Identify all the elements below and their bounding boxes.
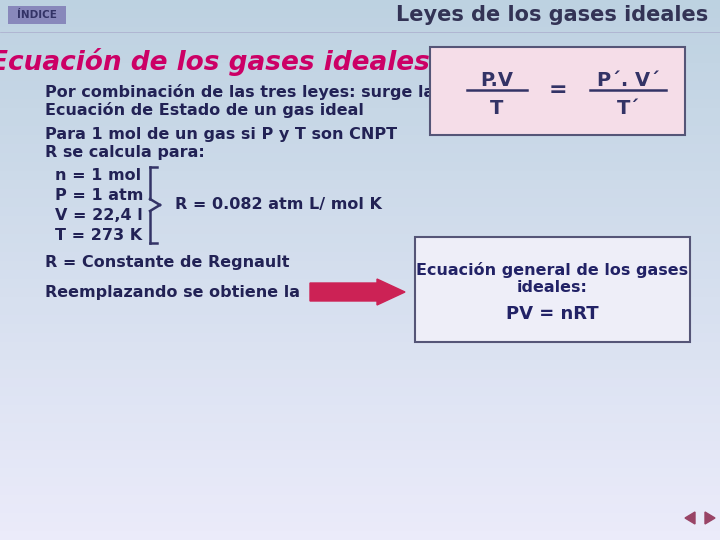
Bar (0, 441, 720, 450)
Text: Ecuación de los gases ideales: Ecuación de los gases ideales (0, 48, 430, 76)
Bar (0, 261, 720, 270)
Text: ideales:: ideales: (517, 280, 588, 295)
Bar (0, 423, 720, 432)
Text: R se calcula para:: R se calcula para: (45, 145, 204, 160)
Bar (0, 180, 720, 189)
Text: Leyes de los gases ideales: Leyes de los gases ideales (396, 5, 708, 25)
Bar (0, 18, 720, 27)
Bar (0, 72, 720, 81)
Bar (0, 171, 720, 180)
FancyBboxPatch shape (430, 47, 685, 135)
Bar (0, 252, 720, 261)
Bar (0, 288, 720, 297)
Bar (0, 324, 720, 333)
Bar (0, 243, 720, 252)
Polygon shape (705, 512, 715, 524)
Bar (0, 351, 720, 360)
Bar (0, 189, 720, 198)
Bar (0, 522, 720, 531)
Bar (0, 360, 720, 369)
Bar (0, 405, 720, 414)
Bar (0, 117, 720, 126)
Bar (0, 234, 720, 243)
Bar (0, 225, 720, 234)
Text: P.V: P.V (480, 71, 513, 90)
Bar (0, 333, 720, 342)
Bar (0, 369, 720, 378)
Bar (0, 126, 720, 135)
Bar (0, 216, 720, 225)
Bar (0, 90, 720, 99)
Bar (0, 513, 720, 522)
Text: Para 1 mol de un gas si P y T son CNPT: Para 1 mol de un gas si P y T son CNPT (45, 127, 397, 143)
Bar (0, 531, 720, 540)
Text: Ecuación general de los gases: Ecuación general de los gases (416, 262, 688, 278)
Bar (0, 153, 720, 162)
Bar (0, 414, 720, 423)
Bar (0, 144, 720, 153)
Bar (0, 162, 720, 171)
Bar (0, 387, 720, 396)
Bar (0, 306, 720, 315)
Text: Por combinación de las tres leyes: surge la: Por combinación de las tres leyes: surge… (45, 84, 434, 100)
Bar (0, 297, 720, 306)
Bar (0, 54, 720, 63)
Bar (0, 396, 720, 405)
Bar (0, 378, 720, 387)
Bar (0, 495, 720, 504)
FancyArrow shape (310, 279, 405, 305)
Polygon shape (685, 512, 695, 524)
Text: R = Constante de Regnault: R = Constante de Regnault (45, 254, 289, 269)
Bar (0, 27, 720, 36)
Bar (0, 315, 720, 324)
Bar (0, 0, 720, 9)
FancyBboxPatch shape (8, 6, 66, 24)
Bar (0, 486, 720, 495)
Bar (0, 468, 720, 477)
Text: R = 0.082 atm L/ mol K: R = 0.082 atm L/ mol K (175, 198, 382, 213)
Text: V = 22,4 l: V = 22,4 l (55, 207, 143, 222)
Text: =: = (549, 80, 567, 100)
Bar (0, 135, 720, 144)
Bar (0, 477, 720, 486)
Bar (0, 99, 720, 108)
Bar (0, 207, 720, 216)
Text: P = 1 atm: P = 1 atm (55, 187, 143, 202)
Bar (0, 432, 720, 441)
Bar (0, 45, 720, 54)
Text: ÍNDICE: ÍNDICE (17, 10, 57, 20)
Bar (0, 63, 720, 72)
Text: Reemplazando se obtiene la: Reemplazando se obtiene la (45, 285, 300, 300)
Bar (0, 108, 720, 117)
Text: n = 1 mol: n = 1 mol (55, 167, 141, 183)
Bar (0, 198, 720, 207)
Bar (0, 279, 720, 288)
Text: T´: T´ (616, 98, 639, 118)
Bar (0, 504, 720, 513)
Text: T: T (490, 98, 504, 118)
Bar (0, 9, 720, 18)
FancyBboxPatch shape (415, 237, 690, 342)
Text: P´. V´: P´. V´ (597, 71, 660, 90)
Bar (0, 36, 720, 45)
Bar (0, 270, 720, 279)
Bar (0, 450, 720, 459)
Text: PV = nRT: PV = nRT (506, 305, 599, 323)
Bar (0, 459, 720, 468)
Bar (0, 342, 720, 351)
Bar (0, 81, 720, 90)
Text: T = 273 K: T = 273 K (55, 227, 142, 242)
Text: Ecuación de Estado de un gas ideal: Ecuación de Estado de un gas ideal (45, 102, 364, 118)
